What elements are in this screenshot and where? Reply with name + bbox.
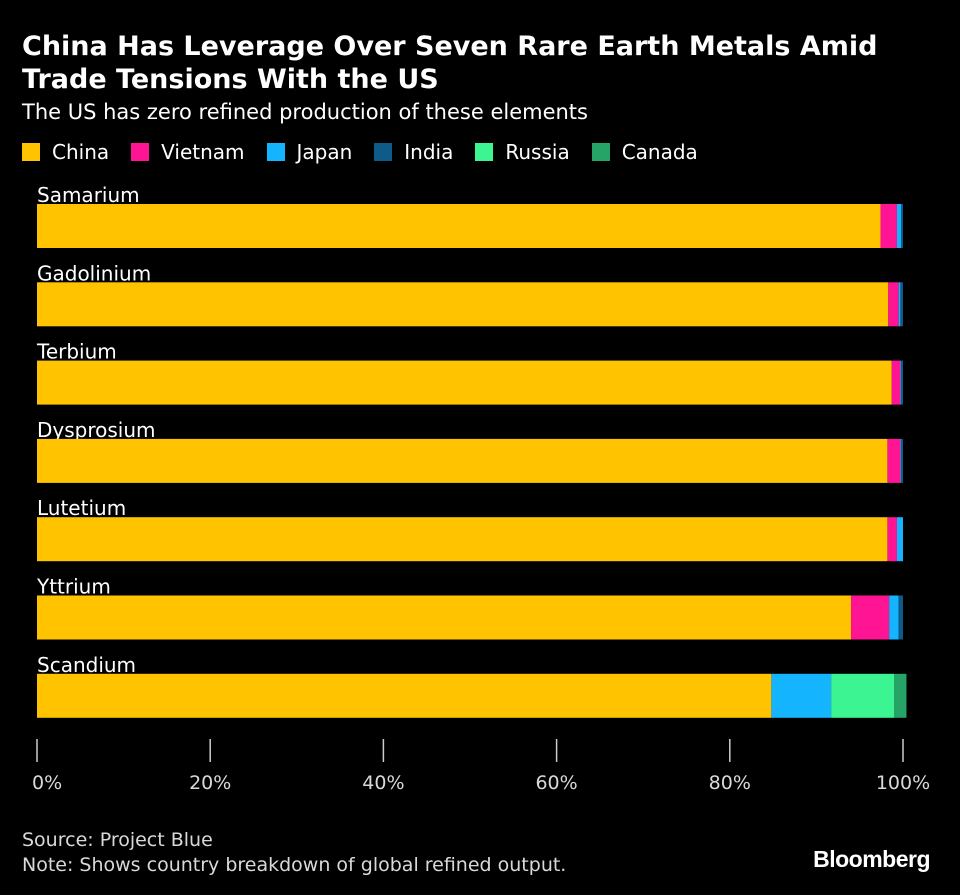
category-label: Yttrium — [36, 575, 111, 599]
bar-segment-samarium-vietnam — [880, 204, 897, 248]
legend-item-japan: Japan — [266, 140, 353, 164]
bar-segment-dysprosium-china — [37, 438, 888, 483]
legend-label: Russia — [505, 140, 570, 164]
x-tick-label: 100% — [876, 772, 930, 794]
category-label: Lutetium — [37, 496, 126, 520]
legend-item-russia: Russia — [475, 140, 570, 164]
bar-segment-scandium-canada — [894, 673, 907, 718]
chart-title: China Has Leverage Over Seven Rare Earth… — [22, 31, 878, 95]
bar-segment-dysprosium-japan — [900, 438, 902, 483]
legend-swatch — [475, 143, 494, 161]
bar-segment-yttrium-japan — [889, 595, 899, 640]
legend-label: Vietnam — [161, 140, 245, 164]
x-tick-label: 40% — [362, 772, 404, 794]
legend-label: Japan — [296, 140, 353, 164]
bar-segment-terbium-india — [901, 360, 903, 405]
chart-footer: Source: Project Blue Note: Shows country… — [22, 828, 566, 878]
bar-segment-lutetium-japan — [896, 517, 903, 562]
bar-segment-scandium-russia — [831, 673, 895, 718]
legend-item-canada: Canada — [591, 140, 698, 164]
bar-segment-lutetium-vietnam — [887, 517, 897, 562]
legend-swatch — [131, 143, 150, 161]
legend-item-china: China — [22, 140, 109, 164]
legend-label: India — [404, 140, 454, 164]
bar-segment-gadolinium-india — [900, 282, 903, 327]
legend-label: Canada — [621, 140, 698, 164]
chart-legend: China Vietnam Japan India Russia Canada — [22, 138, 698, 166]
bar-segment-dysprosium-vietnam — [887, 438, 901, 483]
category-label: Scandium — [37, 653, 136, 677]
legend-swatch — [591, 143, 610, 161]
legend-label: China — [52, 140, 110, 164]
bar-segment-samarium-china — [37, 204, 881, 248]
x-tick-label: 60% — [535, 772, 577, 794]
bar-segment-lutetium-china — [37, 517, 888, 562]
category-label: Dysprosium — [37, 418, 156, 442]
legend-swatch — [266, 143, 285, 161]
bar-segment-samarium-india — [901, 204, 903, 248]
bar-segment-gadolinium-japan — [898, 282, 901, 327]
bloomberg-logo: Bloomberg — [813, 846, 930, 872]
x-tick-label: 0% — [32, 772, 62, 794]
x-tick-label: 20% — [189, 772, 231, 794]
bar-segment-gadolinium-china — [37, 282, 889, 327]
bar-segment-yttrium-china — [37, 595, 852, 640]
bar-segment-dysprosium-india — [901, 438, 903, 483]
bar-segment-scandium-japan — [771, 673, 832, 718]
category-label: Terbium — [36, 340, 117, 364]
category-label: Samarium — [37, 183, 140, 207]
bar-segment-scandium-china — [37, 673, 772, 718]
category-label: Gadolinium — [37, 261, 151, 285]
source-note: Source: Project Blue — [22, 829, 213, 851]
bar-segment-yttrium-india — [898, 595, 903, 640]
footnote: Note: Shows country breakdown of global … — [22, 854, 567, 876]
legend-swatch — [374, 143, 393, 161]
chart-subtitle: The US has zero refined production of th… — [22, 100, 588, 124]
bar-segment-terbium-china — [37, 360, 892, 405]
bar-segment-gadolinium-vietnam — [888, 282, 899, 327]
legend-item-india: India — [374, 140, 453, 164]
legend-item-vietnam: Vietnam — [131, 140, 245, 164]
bar-segment-terbium-japan — [900, 360, 902, 405]
bar-segment-terbium-vietnam — [891, 360, 901, 405]
bar-segment-samarium-japan — [896, 204, 902, 248]
bar-segment-yttrium-vietnam — [851, 595, 890, 640]
legend-swatch — [22, 143, 40, 161]
x-tick-label: 80% — [709, 772, 751, 794]
